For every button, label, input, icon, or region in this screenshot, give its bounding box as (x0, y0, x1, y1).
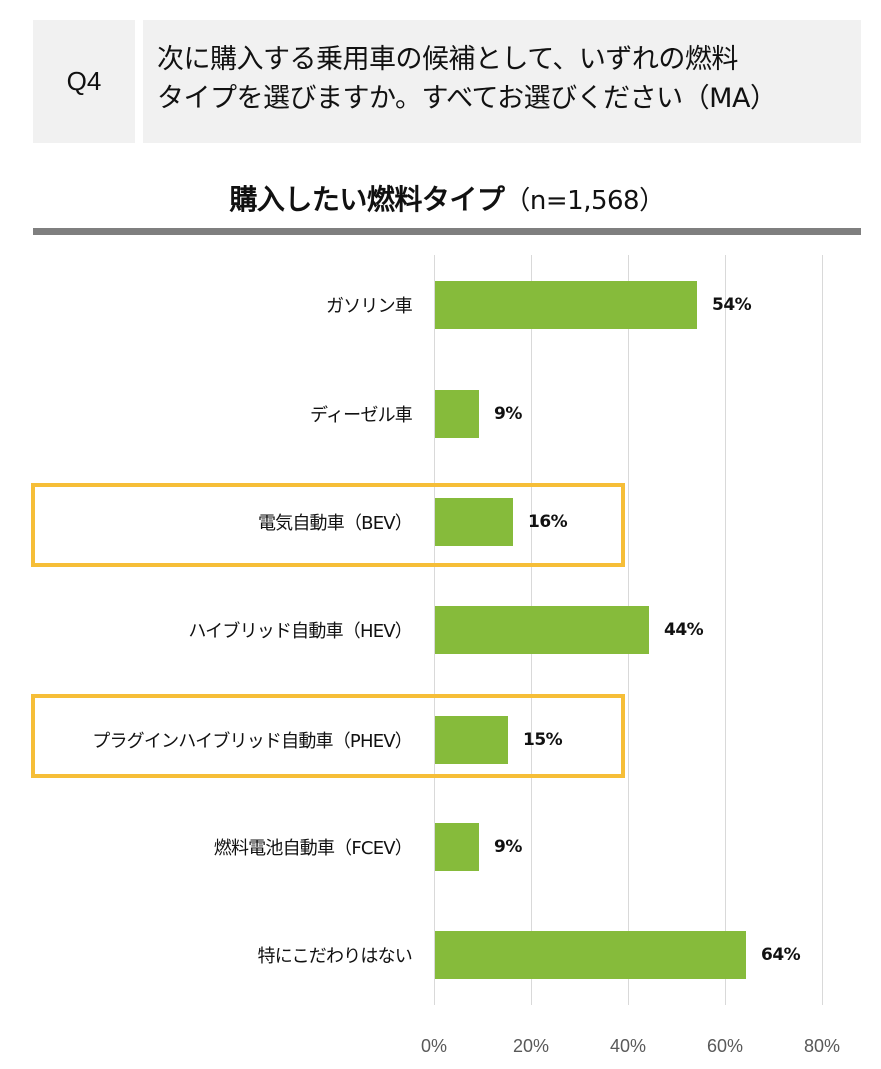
title-divider (33, 228, 861, 235)
x-tick-label: 0% (420, 1036, 448, 1056)
gridline-0 (434, 255, 435, 1005)
category-label: ディーゼル車 (310, 405, 413, 426)
chart-title-main: 購入したい燃料タイプ (229, 183, 505, 216)
chart-title: 購入したい燃料タイプ（n=1,568） (33, 178, 861, 218)
x-tick-label: 20% (512, 1036, 550, 1056)
bar-no-preference (435, 931, 746, 979)
category-label: ガソリン車 (326, 296, 413, 317)
bar-phev (435, 716, 508, 764)
value-label: 9% (494, 404, 522, 424)
question-line-2: タイプを選びますか。すべてお選びください（MA） (157, 83, 777, 114)
value-label: 15% (523, 730, 563, 750)
highlight-box-phev (31, 694, 625, 778)
bar-fcev (435, 823, 479, 871)
gridline-60 (725, 255, 726, 1005)
value-label: 54% (712, 295, 752, 315)
bar-diesel (435, 390, 479, 438)
x-tick-label: 40% (609, 1036, 647, 1056)
chart-sample-size: （n=1,568） (504, 186, 665, 216)
category-label: 電気自動車（BEV） (257, 513, 413, 534)
value-label: 16% (528, 512, 568, 532)
question-line-1: 次に購入する乗用車の候補として、いずれの燃料 (157, 44, 738, 75)
gridline-80 (822, 255, 823, 1005)
bar-gasoline (435, 281, 697, 329)
value-label: 64% (761, 945, 801, 965)
x-tick-label: 60% (706, 1036, 744, 1056)
x-tick-label: 80% (803, 1036, 841, 1056)
category-label: プラグインハイブリッド自動車（PHEV） (92, 731, 413, 752)
question-text: 次に購入する乗用車の候補として、いずれの燃料 タイプを選びますか。すべてお選びく… (143, 20, 861, 143)
category-label: 燃料電池自動車（FCEV） (213, 838, 413, 859)
bar-bev (435, 498, 513, 546)
question-number: Q4 (33, 20, 135, 143)
category-label: 特にこだわりはない (257, 946, 413, 967)
value-label: 44% (664, 620, 704, 640)
value-label: 9% (494, 837, 522, 857)
bar-hev (435, 606, 649, 654)
highlight-box-bev (31, 483, 625, 567)
category-label: ハイブリッド自動車（HEV） (188, 621, 412, 642)
